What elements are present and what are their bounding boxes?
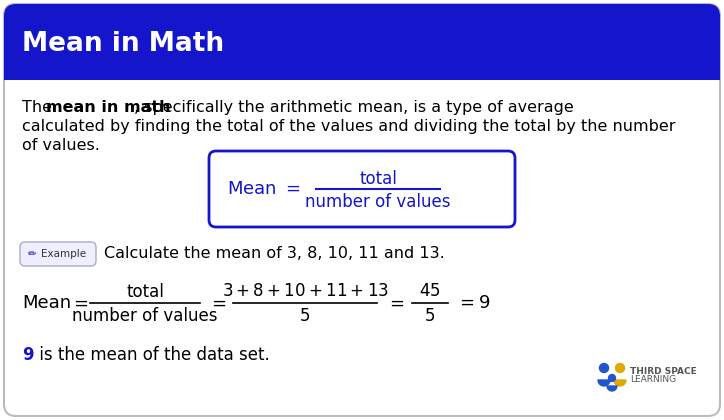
Text: $=$: $=$	[386, 294, 405, 312]
Text: LEARNING: LEARNING	[630, 375, 676, 384]
Wedge shape	[614, 380, 626, 386]
Text: Mean in Math: Mean in Math	[22, 31, 224, 57]
Text: Calculate the mean of 3, 8, 10, 11 and 13.: Calculate the mean of 3, 8, 10, 11 and 1…	[104, 247, 445, 262]
Text: Mean $=$: Mean $=$	[227, 180, 300, 198]
FancyBboxPatch shape	[4, 4, 720, 416]
Text: $=$: $=$	[208, 294, 227, 312]
Text: $=9$: $=9$	[456, 294, 490, 312]
Text: number of values: number of values	[306, 193, 451, 211]
Text: number of values: number of values	[72, 307, 218, 325]
Wedge shape	[607, 386, 617, 391]
Text: of values.: of values.	[22, 138, 100, 153]
Text: Example: Example	[41, 249, 86, 259]
FancyBboxPatch shape	[209, 151, 515, 227]
Wedge shape	[598, 380, 610, 386]
Text: 9: 9	[22, 346, 33, 364]
Bar	[4, 41, 720, 80]
Text: , specifically the arithmetic mean, is a type of average: , specifically the arithmetic mean, is a…	[134, 100, 573, 115]
Text: is the mean of the data set.: is the mean of the data set.	[34, 346, 270, 364]
Circle shape	[599, 363, 608, 373]
Text: THIRD SPACE: THIRD SPACE	[630, 367, 696, 375]
Text: The: The	[22, 100, 57, 115]
FancyBboxPatch shape	[20, 242, 96, 266]
Circle shape	[608, 375, 615, 381]
Text: total: total	[126, 283, 164, 301]
Text: mean in math: mean in math	[46, 100, 171, 115]
Text: $5$: $5$	[300, 307, 311, 325]
Text: calculated by finding the total of the values and dividing the total by the numb: calculated by finding the total of the v…	[22, 119, 675, 134]
Text: total: total	[359, 170, 397, 188]
Text: Mean: Mean	[22, 294, 71, 312]
Circle shape	[615, 363, 625, 373]
Text: $45$: $45$	[419, 282, 441, 300]
Text: $=$: $=$	[70, 294, 88, 312]
Text: $5$: $5$	[424, 307, 436, 325]
Text: $3+8+10+11+13$: $3+8+10+11+13$	[222, 282, 389, 300]
FancyBboxPatch shape	[4, 4, 720, 79]
Text: ✏: ✏	[28, 249, 37, 259]
